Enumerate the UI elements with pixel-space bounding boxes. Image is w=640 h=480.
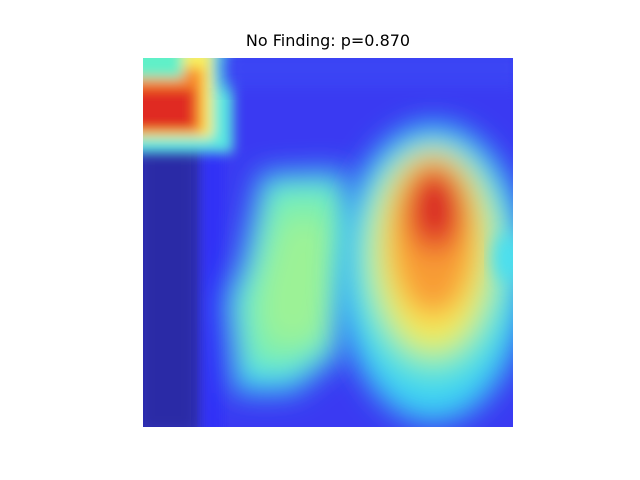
activation-blob-topleft xyxy=(143,58,233,153)
activation-blob-right xyxy=(338,123,513,423)
gradcam-heatmap-image xyxy=(143,58,513,427)
plot-title: No Finding: p=0.870 xyxy=(245,31,411,50)
dark-left-region xyxy=(143,138,203,427)
activation-blob-left xyxy=(225,170,358,393)
